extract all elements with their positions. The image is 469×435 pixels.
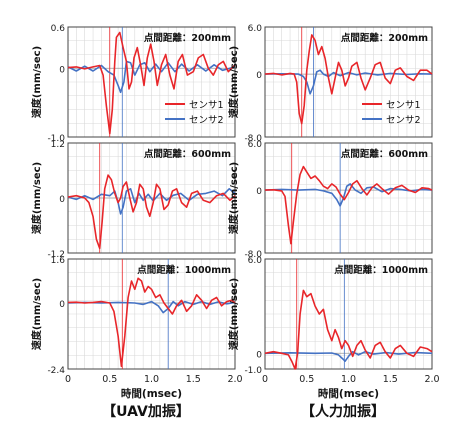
distance-label: 点間距離：1000mm xyxy=(334,264,428,276)
y-tick-label: 0 xyxy=(256,350,262,360)
distance-label: 点間距離：200mm xyxy=(144,32,231,44)
y-axis-label: 速度(mm/sec) xyxy=(30,46,43,118)
y-tick-label: -1.0 xyxy=(244,366,262,376)
chart-panel-human-200: 6.0 0 -8.0 点間距離：200mm センサ1 センサ2 速度(mm/sec) xyxy=(227,24,433,144)
x-tick-label: 0 xyxy=(262,374,268,385)
y-tick-label: 1.6 xyxy=(51,256,66,266)
y-tick-label: 0 xyxy=(59,300,65,310)
plot-frame xyxy=(264,142,433,254)
chart-panel-human-600: 6.0 0 -8.0 点間距離：600mm 速度(mm/sec) xyxy=(227,140,433,260)
legend-label-sensor2: センサ2 xyxy=(189,115,224,126)
series-line-sensor1 xyxy=(67,277,236,368)
x-tick-label: 1.0 xyxy=(341,374,356,385)
x-tick-label: 1.5 xyxy=(383,374,398,385)
plot-frame xyxy=(264,258,433,370)
y-axis-label: 速度(mm/sec) xyxy=(227,278,240,350)
column-title-uav: 【UAV加振】 xyxy=(102,403,190,420)
series-line-sensor1 xyxy=(264,165,433,245)
y-axis-label: 速度(mm/sec) xyxy=(227,46,240,118)
y-axis-label: 速度(mm/sec) xyxy=(30,278,43,350)
x-axis-label: 時間(msec) xyxy=(318,387,379,400)
y-tick-label: -8.0 xyxy=(244,250,262,260)
y-tick-label: 0 xyxy=(59,195,65,205)
y-tick-label: -2.4 xyxy=(47,366,65,376)
series-line-sensor1 xyxy=(67,174,236,250)
y-tick-label: -1.2 xyxy=(47,250,65,260)
series-line-sensor2 xyxy=(264,183,433,207)
series-line-sensor1 xyxy=(264,34,433,125)
y-tick-label: 0 xyxy=(256,187,262,197)
y-tick-label: 0 xyxy=(256,71,262,81)
series-line-sensor2 xyxy=(67,188,236,215)
series-line-sensor1 xyxy=(264,289,433,370)
x-tick-label: 0 xyxy=(65,374,71,385)
x-tick-label: 1.5 xyxy=(186,374,201,385)
y-tick-label: -8.0 xyxy=(244,134,262,144)
plot-frame xyxy=(67,26,236,138)
series-line-sensor1 xyxy=(67,31,236,135)
plot-frame xyxy=(67,258,236,370)
legend-label-sensor2: センサ2 xyxy=(386,115,421,126)
y-tick-label: 1.2 xyxy=(51,140,65,150)
y-axis-label: 速度(mm/sec) xyxy=(227,162,240,234)
y-tick-label: 6.0 xyxy=(248,140,263,150)
distance-label: 点間距離：600mm xyxy=(144,148,231,160)
distance-label: 点間距離：1000mm xyxy=(137,264,231,276)
chart-panel-uav-200: 0.6 0 -1.0 点間距離：200mm センサ1 センサ2 速度(mm/sec) xyxy=(30,24,236,144)
legend-label-sensor1: センサ1 xyxy=(386,100,421,111)
y-tick-label: 6.0 xyxy=(248,24,263,34)
y-axis-label: 速度(mm/sec) xyxy=(30,162,43,234)
y-tick-label: 6.0 xyxy=(248,256,263,266)
distance-label: 点間距離：600mm xyxy=(341,148,428,160)
panel-grid: 0.60-1.0点間距離：200mmセンサ1センサ2速度(mm/sec)1.20… xyxy=(30,24,440,400)
legend-label-sensor1: センサ1 xyxy=(189,100,224,111)
x-tick-label: 0.5 xyxy=(299,374,314,385)
y-tick-label: 0 xyxy=(59,65,65,75)
x-tick-label: 1.0 xyxy=(144,374,159,385)
y-tick-label: 0.6 xyxy=(51,24,66,34)
chart-panel-uav-600: 1.2 0 -1.2 点間距離：600mm 速度(mm/sec) xyxy=(30,140,236,260)
y-tick-label: -1.0 xyxy=(47,134,65,144)
x-tick-label: 2.0 xyxy=(424,374,439,385)
x-tick-label: 2.0 xyxy=(227,374,242,385)
plot-frame xyxy=(264,26,433,138)
distance-label: 点間距離：200mm xyxy=(341,32,428,44)
x-axis-label: 時間(msec) xyxy=(121,387,182,400)
plot-frame xyxy=(67,142,236,254)
x-tick-label: 0.5 xyxy=(102,374,117,385)
column-title-human: 【人力加振】 xyxy=(301,403,385,420)
